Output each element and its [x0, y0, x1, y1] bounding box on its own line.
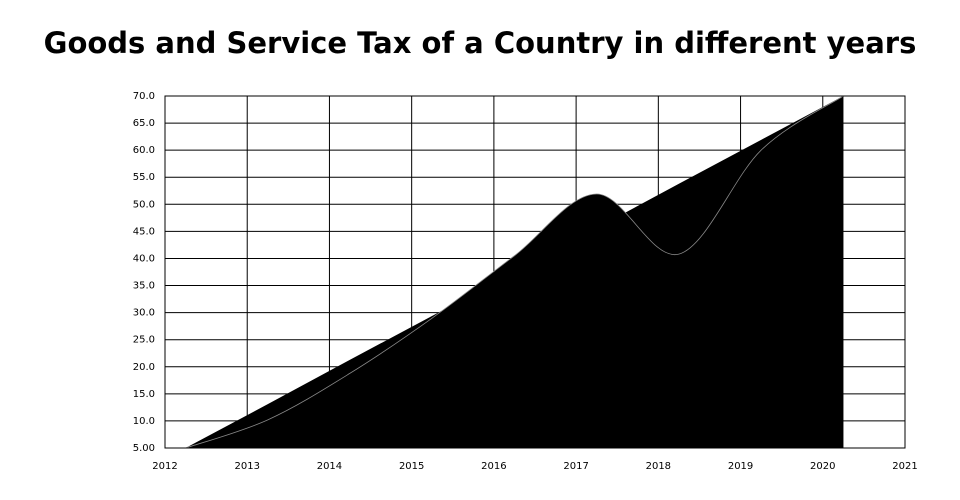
x-tick-label: 2021 [892, 461, 917, 472]
y-tick-label: 65.0 [133, 118, 155, 129]
y-tick-label: 5.00 [133, 443, 155, 454]
y-tick-label: 40.0 [133, 253, 155, 264]
y-tick-label: 50.0 [133, 199, 155, 210]
chart-title: Goods and Service Tax of a Country in di… [44, 26, 917, 60]
y-tick-label: 30.0 [133, 308, 155, 319]
y-tick-label: 25.0 [133, 335, 155, 346]
x-tick-label: 2018 [646, 461, 671, 472]
y-tick-label: 45.0 [133, 226, 155, 237]
x-tick-label: 2012 [152, 461, 177, 472]
plot-border [164, 95, 906, 449]
area-edge [185, 95, 844, 449]
x-tick-label: 2013 [234, 461, 259, 472]
y-tick-label: 20.0 [133, 362, 155, 373]
x-tick-label: 2019 [728, 461, 753, 472]
x-tick-label: 2016 [481, 461, 506, 472]
y-tick-label: 15.0 [133, 389, 155, 400]
x-tick-label: 2015 [399, 461, 424, 472]
y-tick-label: 35.0 [133, 281, 155, 292]
y-tick-label: 60.0 [133, 145, 155, 156]
y-tick-label: 70.0 [133, 91, 155, 102]
x-tick-label: 2020 [810, 461, 835, 472]
y-tick-label: 55.0 [133, 172, 155, 183]
area [185, 96, 844, 448]
x-tick-label: 2017 [563, 461, 588, 472]
y-tick-label: 10.0 [133, 416, 155, 427]
x-tick-label: 2014 [317, 461, 342, 472]
